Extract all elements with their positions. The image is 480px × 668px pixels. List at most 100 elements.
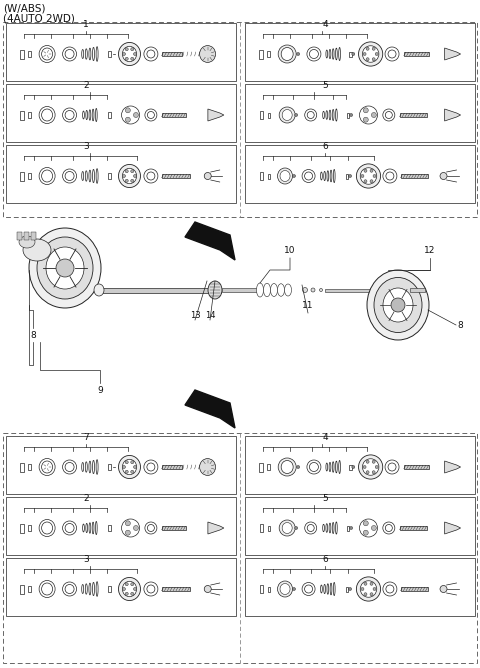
Ellipse shape: [200, 45, 216, 62]
Ellipse shape: [82, 172, 84, 180]
Ellipse shape: [360, 580, 377, 597]
Ellipse shape: [133, 112, 138, 118]
Ellipse shape: [125, 582, 128, 586]
Ellipse shape: [89, 523, 91, 533]
Bar: [347, 112, 349, 118]
Ellipse shape: [326, 50, 328, 58]
Ellipse shape: [361, 587, 364, 591]
Polygon shape: [208, 522, 224, 534]
Ellipse shape: [122, 466, 125, 468]
Ellipse shape: [329, 523, 331, 533]
Ellipse shape: [65, 49, 74, 59]
Ellipse shape: [83, 111, 84, 119]
Text: 14: 14: [205, 311, 215, 320]
Bar: [346, 587, 348, 591]
Bar: [162, 52, 182, 55]
Ellipse shape: [366, 47, 369, 50]
Text: 5: 5: [323, 81, 328, 90]
Ellipse shape: [125, 57, 128, 60]
Ellipse shape: [279, 520, 295, 536]
Ellipse shape: [121, 106, 140, 124]
Ellipse shape: [46, 247, 84, 289]
Ellipse shape: [375, 466, 378, 468]
Bar: [28, 51, 32, 57]
Ellipse shape: [372, 57, 375, 61]
Ellipse shape: [364, 180, 367, 183]
Ellipse shape: [147, 463, 155, 471]
Bar: [28, 173, 32, 179]
Ellipse shape: [391, 298, 405, 312]
Ellipse shape: [131, 582, 134, 586]
Ellipse shape: [131, 47, 134, 51]
Text: 10: 10: [284, 246, 296, 255]
Ellipse shape: [65, 462, 74, 472]
Bar: [404, 52, 430, 55]
Bar: [17, 232, 22, 240]
Ellipse shape: [336, 522, 337, 534]
Ellipse shape: [277, 581, 292, 597]
Ellipse shape: [363, 117, 368, 122]
Ellipse shape: [280, 170, 290, 182]
Ellipse shape: [147, 524, 155, 532]
Ellipse shape: [39, 168, 55, 184]
Ellipse shape: [56, 259, 74, 277]
Bar: [28, 112, 32, 118]
Ellipse shape: [349, 526, 353, 530]
Ellipse shape: [256, 283, 264, 297]
Bar: [260, 585, 263, 593]
Ellipse shape: [339, 460, 340, 474]
Ellipse shape: [62, 169, 77, 183]
Bar: [346, 174, 348, 178]
Ellipse shape: [93, 582, 95, 596]
Ellipse shape: [133, 466, 136, 468]
Ellipse shape: [65, 110, 74, 120]
Ellipse shape: [326, 111, 328, 120]
Ellipse shape: [305, 172, 312, 180]
Ellipse shape: [326, 524, 328, 532]
Ellipse shape: [131, 179, 134, 182]
Ellipse shape: [278, 45, 296, 63]
Bar: [162, 587, 191, 591]
Ellipse shape: [280, 584, 290, 595]
Ellipse shape: [295, 114, 298, 116]
Ellipse shape: [19, 236, 35, 248]
Text: 1: 1: [84, 20, 89, 29]
Ellipse shape: [125, 521, 131, 526]
Ellipse shape: [333, 582, 335, 596]
Ellipse shape: [363, 466, 366, 468]
Ellipse shape: [307, 524, 314, 532]
Ellipse shape: [93, 170, 95, 182]
Bar: [347, 526, 349, 530]
Bar: [162, 465, 182, 469]
Ellipse shape: [361, 174, 364, 178]
Ellipse shape: [122, 587, 125, 591]
Ellipse shape: [133, 587, 136, 591]
Bar: [108, 525, 111, 531]
Ellipse shape: [372, 460, 375, 464]
Ellipse shape: [383, 522, 395, 534]
Ellipse shape: [302, 582, 315, 595]
Bar: [24, 232, 29, 240]
Ellipse shape: [332, 49, 334, 59]
Ellipse shape: [370, 593, 373, 596]
Ellipse shape: [364, 582, 367, 585]
Bar: [260, 462, 264, 472]
Ellipse shape: [364, 169, 367, 172]
Ellipse shape: [385, 47, 399, 61]
Ellipse shape: [310, 462, 318, 472]
Ellipse shape: [333, 170, 335, 182]
Bar: [260, 524, 263, 532]
Ellipse shape: [39, 580, 55, 597]
Ellipse shape: [310, 49, 318, 59]
Ellipse shape: [339, 47, 340, 61]
Ellipse shape: [362, 459, 379, 475]
Ellipse shape: [131, 461, 134, 464]
Ellipse shape: [360, 519, 377, 537]
Text: (W/ABS): (W/ABS): [3, 3, 46, 13]
Bar: [21, 462, 24, 472]
Ellipse shape: [131, 57, 134, 60]
Bar: [404, 465, 430, 469]
Ellipse shape: [96, 522, 97, 534]
Ellipse shape: [348, 174, 351, 178]
Ellipse shape: [271, 283, 277, 297]
